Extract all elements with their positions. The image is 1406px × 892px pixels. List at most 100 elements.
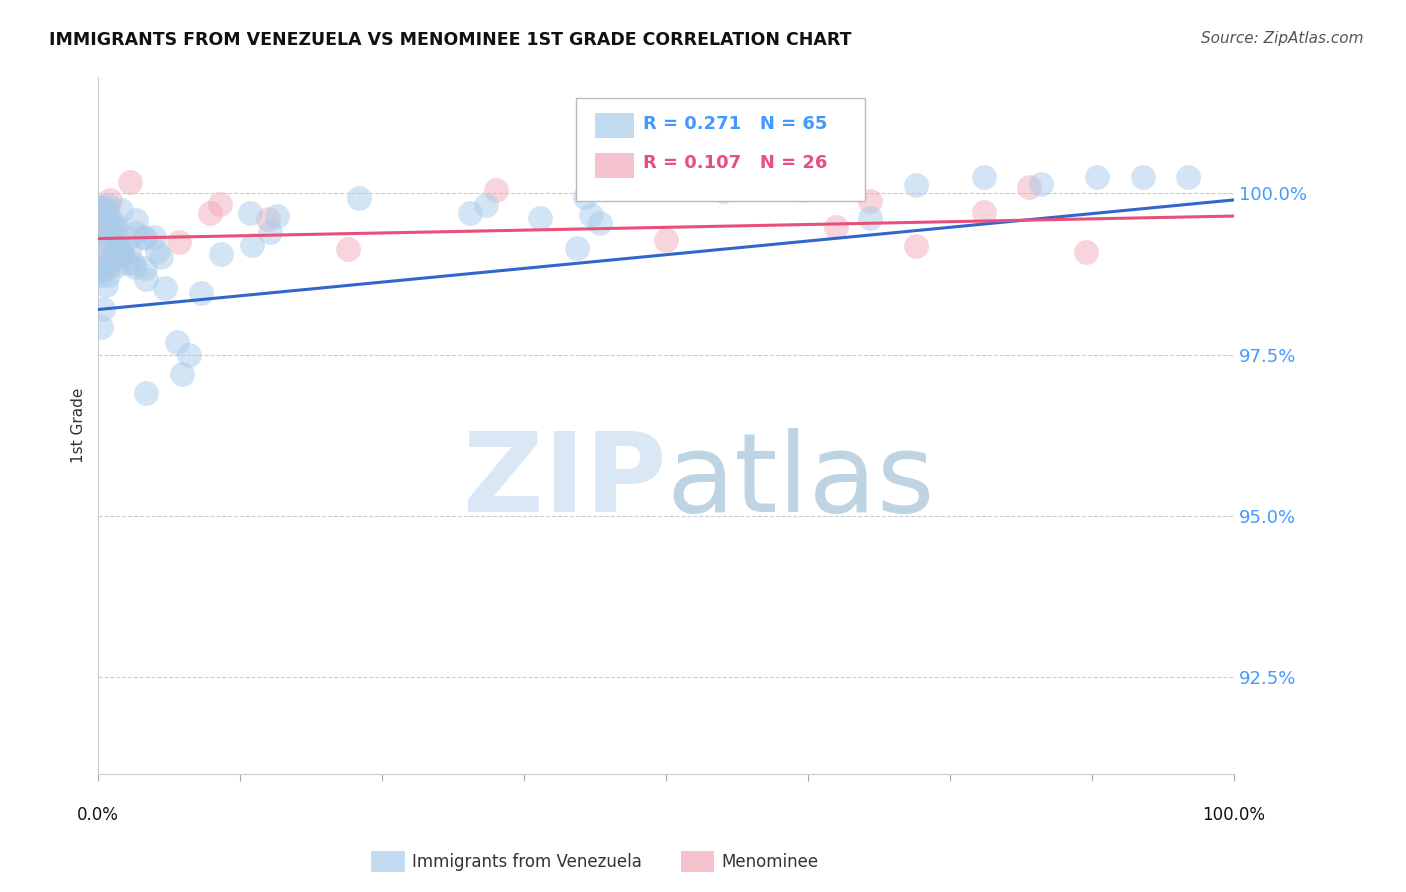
Point xyxy=(973,170,995,185)
Point xyxy=(655,233,678,247)
Point xyxy=(97,207,120,221)
Point xyxy=(574,190,596,204)
Point xyxy=(904,239,927,253)
Text: Source: ZipAtlas.com: Source: ZipAtlas.com xyxy=(1201,31,1364,46)
Point xyxy=(973,205,995,219)
Point xyxy=(110,249,132,263)
Point xyxy=(792,183,814,197)
Point xyxy=(93,201,115,215)
Point xyxy=(1087,170,1109,185)
Point xyxy=(825,219,848,234)
Point xyxy=(1177,170,1199,185)
Point xyxy=(240,238,263,252)
Point xyxy=(166,334,188,349)
Point xyxy=(96,213,118,227)
Point xyxy=(93,223,115,237)
Point xyxy=(239,206,262,220)
Point xyxy=(105,240,128,254)
Point xyxy=(98,257,121,271)
Point xyxy=(120,175,142,189)
Point xyxy=(103,217,125,231)
Point xyxy=(110,245,132,260)
Point xyxy=(589,217,612,231)
Point xyxy=(91,301,114,316)
Point xyxy=(132,229,155,244)
Point xyxy=(198,206,221,220)
Point xyxy=(529,211,551,226)
Point xyxy=(1074,244,1097,259)
Point xyxy=(1029,177,1052,191)
Point xyxy=(208,197,231,211)
Point xyxy=(190,285,212,300)
Point xyxy=(565,241,588,255)
Point xyxy=(209,247,232,261)
Text: Immigrants from Venezuela: Immigrants from Venezuela xyxy=(412,853,641,871)
Point xyxy=(98,194,121,208)
Point xyxy=(169,235,191,249)
Point xyxy=(94,278,117,293)
Point xyxy=(104,248,127,262)
Point xyxy=(135,272,157,286)
Point xyxy=(859,211,882,225)
Point xyxy=(124,226,146,240)
Point xyxy=(89,211,111,226)
Point xyxy=(124,260,146,274)
Point xyxy=(135,386,157,401)
Point xyxy=(105,258,128,272)
Point xyxy=(259,225,281,239)
Point xyxy=(96,260,118,274)
Point xyxy=(458,206,481,220)
Point xyxy=(904,178,927,192)
Text: R = 0.271   N = 65: R = 0.271 N = 65 xyxy=(643,115,827,133)
Point xyxy=(1132,170,1154,185)
Point xyxy=(89,200,111,214)
Point xyxy=(96,257,118,271)
Point xyxy=(97,268,120,282)
Point xyxy=(155,281,177,295)
Point xyxy=(89,264,111,278)
Point xyxy=(859,194,882,208)
Point xyxy=(98,233,121,247)
Point xyxy=(125,212,148,227)
Point xyxy=(90,234,112,248)
Point xyxy=(149,250,172,264)
Point xyxy=(484,183,506,197)
Point xyxy=(104,219,127,234)
Point xyxy=(90,320,112,334)
Point xyxy=(110,202,132,217)
Point xyxy=(579,208,602,222)
Point xyxy=(142,229,165,244)
Point xyxy=(134,230,156,244)
Point xyxy=(122,256,145,270)
Point xyxy=(98,223,121,237)
Point xyxy=(115,255,138,269)
Point xyxy=(172,367,194,381)
Point xyxy=(475,198,498,212)
Point xyxy=(105,233,128,247)
Point xyxy=(117,231,139,245)
Point xyxy=(97,198,120,212)
Point xyxy=(111,245,134,260)
Text: IMMIGRANTS FROM VENEZUELA VS MENOMINEE 1ST GRADE CORRELATION CHART: IMMIGRANTS FROM VENEZUELA VS MENOMINEE 1… xyxy=(49,31,852,49)
Point xyxy=(97,252,120,267)
Point xyxy=(266,210,288,224)
Point xyxy=(89,238,111,252)
Point xyxy=(146,245,169,260)
Text: Menominee: Menominee xyxy=(721,853,818,871)
Point xyxy=(257,211,280,226)
Point xyxy=(179,348,201,362)
Point xyxy=(347,191,370,205)
Point xyxy=(111,247,134,261)
Text: ZIP: ZIP xyxy=(463,428,666,535)
Text: R = 0.107   N = 26: R = 0.107 N = 26 xyxy=(643,154,827,172)
Y-axis label: 1st Grade: 1st Grade xyxy=(72,388,86,463)
Text: atlas: atlas xyxy=(666,428,935,535)
Point xyxy=(711,184,734,198)
Point xyxy=(89,268,111,282)
Text: 0.0%: 0.0% xyxy=(77,805,120,824)
Point xyxy=(134,260,156,275)
Point xyxy=(98,216,121,230)
Point xyxy=(103,221,125,235)
Point xyxy=(336,242,359,256)
Point xyxy=(1018,179,1040,194)
